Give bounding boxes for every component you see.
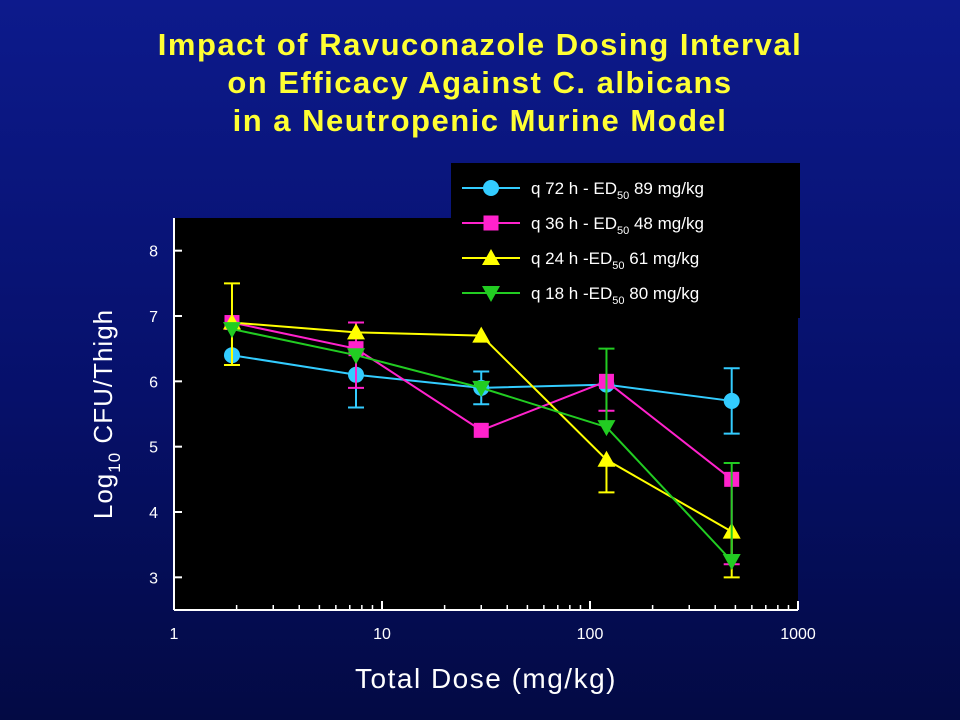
axes-layer: 3 4 5 6 7 8 1 10 100 1000 xyxy=(149,218,816,643)
y-axis-title-rest: CFU/Thigh xyxy=(88,309,118,452)
slide-title-line-3: in a Neutropenic Murine Model xyxy=(232,103,728,138)
y-axis-title-subscript: 10 xyxy=(105,452,124,473)
legend-entry-4: q 18 h -ED50 80 mg/kg xyxy=(462,284,699,307)
x-tick-label-10: 10 xyxy=(373,626,391,643)
legend-label: q 24 h -ED50 61 mg/kg xyxy=(531,249,699,272)
slide-title: Impact of Ravuconazole Dosing Interval o… xyxy=(0,26,960,140)
legend-entry-1: q 72 h - ED50 89 mg/kg xyxy=(462,179,704,202)
y-axis-title: Log10 CFU/Thigh xyxy=(88,309,124,519)
series-4 xyxy=(222,322,741,570)
y-tick-label-4: 4 xyxy=(149,505,158,522)
data-point xyxy=(723,392,740,409)
y-tick-label-3: 3 xyxy=(149,570,158,587)
data-point xyxy=(347,323,366,340)
series-3 xyxy=(222,282,741,579)
legend-entry-3: q 24 h -ED50 61 mg/kg xyxy=(462,249,699,272)
legend-marker xyxy=(482,286,500,302)
data-point xyxy=(473,422,489,438)
legend-marker xyxy=(483,215,499,231)
legend-marker xyxy=(483,180,499,196)
y-tick-label-5: 5 xyxy=(149,440,158,457)
data-point xyxy=(347,348,366,365)
slide-title-line-1: Impact of Ravuconazole Dosing Interval xyxy=(157,27,803,62)
x-tick-label-100: 100 xyxy=(577,626,604,643)
data-point xyxy=(472,380,491,397)
slide-title-line-2: on Efficacy Against C. albicans xyxy=(227,65,733,100)
data-point xyxy=(222,322,241,339)
x-axis-title: Total Dose (mg/kg) xyxy=(355,663,617,694)
x-tick-label-1: 1 xyxy=(170,626,179,643)
data-point xyxy=(722,554,741,570)
data-point xyxy=(597,420,616,437)
data-point xyxy=(597,450,616,467)
legend-marker xyxy=(482,249,500,265)
y-tick-label-7: 7 xyxy=(149,309,158,326)
x-tick-label-1000: 1000 xyxy=(780,626,816,643)
y-tick-label-8: 8 xyxy=(149,244,158,261)
legend-entry-2: q 36 h - ED50 48 mg/kg xyxy=(462,214,704,237)
legend-label: q 36 h - ED50 48 mg/kg xyxy=(531,214,704,237)
legend-label: q 18 h -ED50 80 mg/kg xyxy=(531,284,699,307)
y-tick-label-6: 6 xyxy=(149,374,158,391)
data-point xyxy=(472,326,491,343)
legend-label: q 72 h - ED50 89 mg/kg xyxy=(531,179,704,202)
legend: q 72 h - ED50 89 mg/kg q 36 h - ED50 48 m… xyxy=(451,163,800,318)
series-layer xyxy=(222,282,741,579)
y-axis-title-log: Log xyxy=(88,473,118,519)
